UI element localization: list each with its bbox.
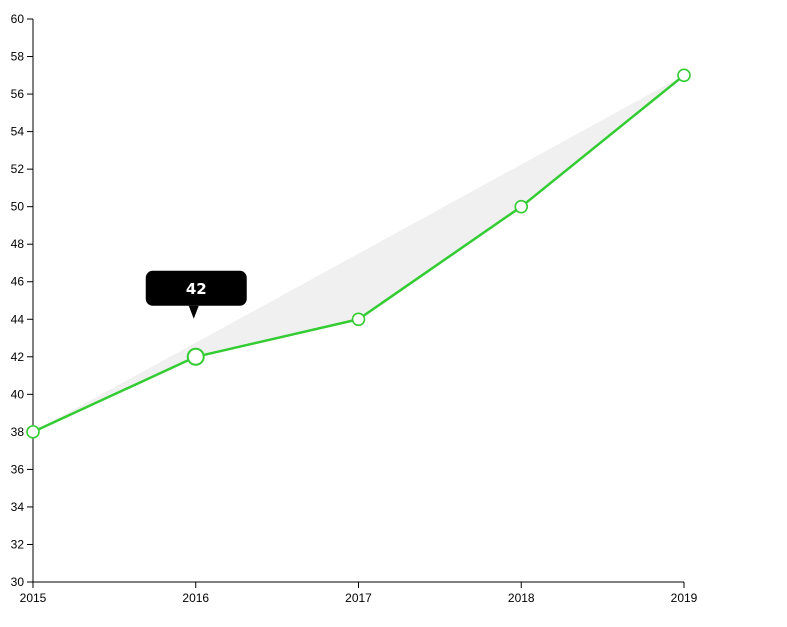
y-tick-label: 34: [11, 500, 25, 514]
area-layer: [33, 75, 684, 432]
y-tick-label: 30: [11, 575, 25, 589]
tooltip-box: [145, 270, 247, 306]
data-point[interactable]: [514, 199, 529, 214]
tooltip-pointer: [188, 305, 199, 319]
data-point[interactable]: [351, 312, 366, 327]
data-point-highlighted[interactable]: [186, 347, 205, 366]
y-tick-label: 44: [11, 312, 25, 326]
y-tick-label: 52: [11, 162, 25, 176]
y-tick-label: 36: [11, 462, 25, 476]
axis-layer: 30 32 34 36 38 40 42 44 46 48 50 52 54 56 58 60 2015 2016…: [11, 12, 698, 605]
y-tick-label: 58: [11, 50, 25, 64]
trend-area: [33, 75, 684, 432]
x-tick-label: 2015: [20, 591, 47, 605]
y-tick-label: 38: [11, 425, 25, 439]
x-tick-label: 2017: [345, 591, 372, 605]
data-point[interactable]: [26, 425, 40, 439]
y-tick-label: 42: [11, 350, 25, 364]
point-layer: [26, 68, 691, 439]
value-tooltip: 42: [145, 270, 247, 319]
y-tick-label: 48: [11, 237, 25, 251]
y-tick-label: 40: [11, 387, 25, 401]
y-tick-label: 50: [11, 200, 25, 214]
y-tick-label: 46: [11, 275, 25, 289]
y-tick-label: 32: [11, 537, 25, 551]
x-tick-label: 2016: [182, 591, 209, 605]
y-tick-label: 60: [11, 12, 25, 26]
y-tick-label: 54: [11, 125, 25, 139]
y-tick-label: 56: [11, 87, 25, 101]
tooltip-value: 42: [186, 280, 207, 298]
data-point[interactable]: [677, 68, 691, 83]
x-tick-label: 2019: [671, 591, 698, 605]
x-tick-label: 2018: [508, 591, 535, 605]
